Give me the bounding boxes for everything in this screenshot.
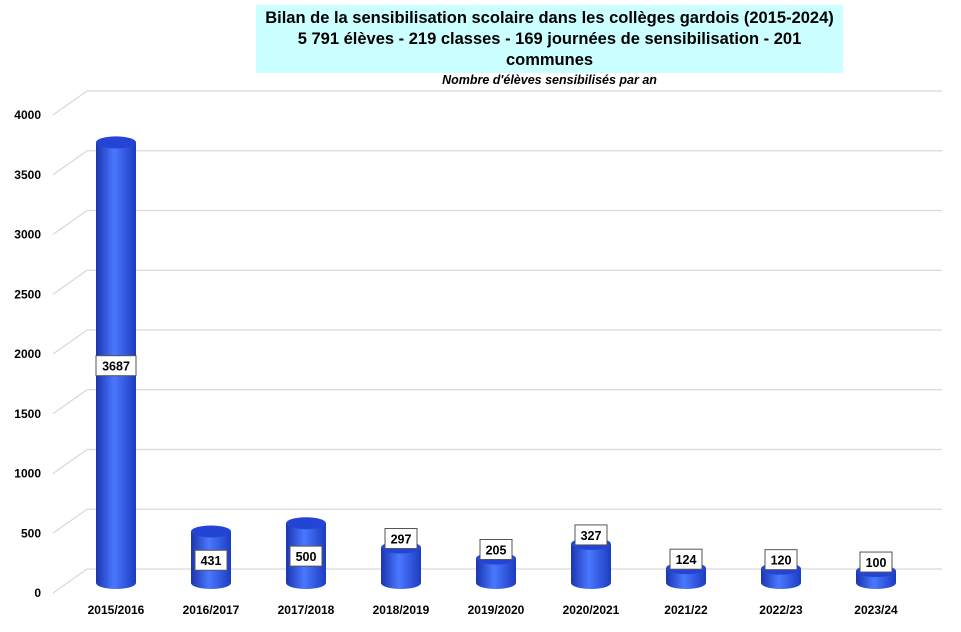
y-tick-label: 500 xyxy=(21,526,41,540)
chart-caption: Nombre d'élèves sensibilisés par an xyxy=(442,73,657,87)
data-label-box xyxy=(574,524,608,546)
x-tick-label: 2016/2017 xyxy=(183,603,240,617)
data-label: 431 xyxy=(201,554,222,568)
gridline-depth xyxy=(52,150,88,176)
y-tick-label: 1500 xyxy=(14,407,41,421)
data-label-box xyxy=(669,548,703,570)
y-tick-label: 2500 xyxy=(14,287,41,301)
bar-body xyxy=(381,547,421,589)
x-tick-label: 2023/24 xyxy=(854,603,898,617)
x-tick-label: 2017/2018 xyxy=(278,603,335,617)
data-label: 3687 xyxy=(102,360,130,374)
x-tick-label: 2022/23 xyxy=(759,603,803,617)
data-label-box xyxy=(194,549,228,571)
x-tick-label: 2021/22 xyxy=(664,603,708,617)
data-label: 327 xyxy=(581,529,602,543)
y-tick-label: 1000 xyxy=(14,467,41,481)
data-label-box xyxy=(289,545,323,567)
data-label-box xyxy=(479,539,513,561)
x-tick-label: 2015/2016 xyxy=(88,603,145,617)
y-tick-label: 2000 xyxy=(14,347,41,361)
chart-title: Bilan de la sensibilisation scolaire dan… xyxy=(265,9,834,27)
y-tick-label: 4000 xyxy=(14,108,41,122)
y-tick-label: 3000 xyxy=(14,228,41,242)
data-label: 120 xyxy=(771,554,792,568)
bar-body xyxy=(666,568,706,589)
x-tick-label: 2019/2020 xyxy=(468,603,525,617)
data-label-box xyxy=(384,528,418,550)
gridline-depth xyxy=(52,329,88,355)
y-tick-label: 0 xyxy=(34,586,41,600)
data-label: 205 xyxy=(486,544,507,558)
gridline-depth xyxy=(52,269,88,295)
gridline-depth xyxy=(52,90,88,116)
chart-title-box: Bilan de la sensibilisation scolaire dan… xyxy=(256,5,843,87)
data-label: 297 xyxy=(391,533,412,547)
gridline-depth xyxy=(52,448,88,475)
gridline-depth xyxy=(52,508,88,534)
data-label: 500 xyxy=(296,550,317,564)
bar-top xyxy=(191,525,231,538)
y-tick-label: 3500 xyxy=(14,168,41,182)
bar-body xyxy=(476,558,516,589)
x-tick-label: 2020/2021 xyxy=(563,603,620,617)
bar xyxy=(571,537,611,589)
gridline-depth xyxy=(52,389,88,415)
data-label-box xyxy=(859,551,893,573)
bar-body xyxy=(571,543,611,589)
data-label-box xyxy=(95,355,137,377)
chart-subtitle: 5 791 élèves - 219 classes - 169 journée… xyxy=(297,30,802,69)
gridline-depth xyxy=(52,568,88,594)
bar-top xyxy=(96,136,136,149)
bar xyxy=(191,525,231,589)
x-tick-label: 2018/2019 xyxy=(373,603,430,617)
data-label: 124 xyxy=(676,553,697,567)
gridline-depth xyxy=(52,209,88,236)
data-label: 100 xyxy=(866,556,887,570)
data-label-box xyxy=(764,549,798,571)
bar-top xyxy=(286,517,326,530)
